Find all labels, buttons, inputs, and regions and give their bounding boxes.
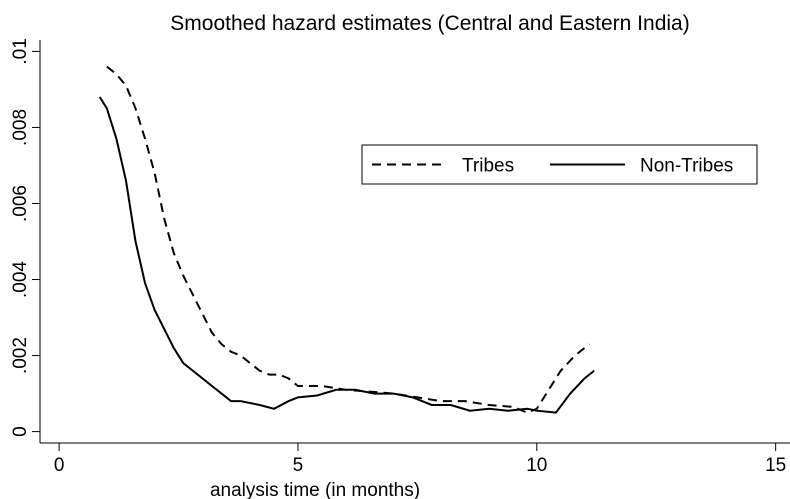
y-tick-label: .008 (10, 109, 31, 146)
x-tick-label: 10 (526, 455, 547, 476)
y-tick-label: .01 (10, 38, 31, 64)
x-tick-label: 15 (765, 455, 786, 476)
y-tick-label: .002 (10, 337, 31, 374)
chart-title: Smoothed hazard estimates (Central and E… (170, 12, 689, 35)
x-axis-label: analysis time (in months) (210, 480, 420, 499)
legend-label: Tribes (462, 156, 514, 177)
x-tick-label: 5 (293, 455, 304, 476)
y-tick-label: 0 (10, 426, 31, 437)
x-tick-label: 0 (54, 455, 65, 476)
legend-label: Non-Tribes (640, 156, 733, 177)
series-line (106, 65, 590, 414)
series-line (98, 96, 595, 414)
y-tick-label: .004 (10, 261, 31, 298)
y-tick-label: .006 (10, 185, 31, 222)
